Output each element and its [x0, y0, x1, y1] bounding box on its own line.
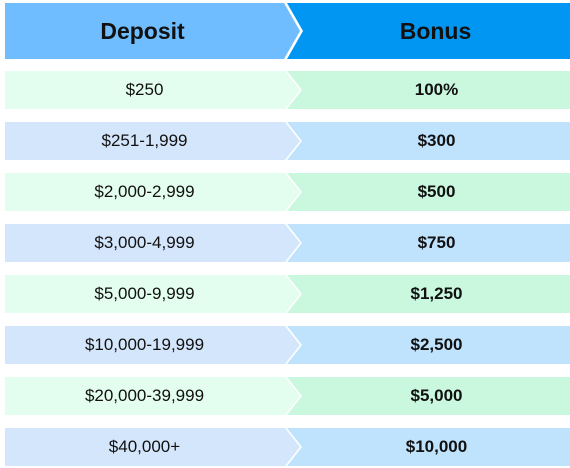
bonus-value: $500 — [417, 182, 456, 201]
bonus-cell: $500 — [287, 173, 570, 211]
bonus-value: $750 — [417, 233, 456, 252]
deposit-value: $5,000-9,999 — [94, 284, 195, 303]
bonus-value: $300 — [417, 131, 456, 150]
deposit-value: $3,000-4,999 — [94, 233, 195, 252]
table-row: $3,000-4,999 $750 — [5, 224, 570, 262]
deposit-cell: $3,000-4,999 — [5, 224, 300, 262]
table-row: $250 100% — [5, 71, 570, 109]
table-row: $20,000-39,999 $5,000 — [5, 377, 570, 415]
header-deposit-label: Deposit — [100, 17, 185, 44]
bonus-cell: $300 — [287, 122, 570, 160]
bonus-cell: $10,000 — [287, 428, 570, 466]
bonus-value: $1,250 — [410, 284, 463, 303]
header-deposit-cell: Deposit — [5, 3, 300, 59]
deposit-cell: $10,000-19,999 — [5, 326, 300, 364]
bonus-cell: $750 — [287, 224, 570, 262]
deposit-cell: $250 — [5, 71, 300, 109]
bonus-value: $2,500 — [410, 335, 463, 354]
deposit-bonus-table: Deposit Bonus $250 100% $251-1,999 $300 … — [5, 0, 570, 466]
table-row: $2,000-2,999 $500 — [5, 173, 570, 211]
table-row: $5,000-9,999 $1,250 — [5, 275, 570, 313]
deposit-cell: $5,000-9,999 — [5, 275, 300, 313]
bonus-cell: $2,500 — [287, 326, 570, 364]
table-row: $251-1,999 $300 — [5, 122, 570, 160]
deposit-value: $10,000-19,999 — [84, 335, 205, 354]
bonus-cell: 100% — [287, 71, 570, 109]
deposit-cell: $2,000-2,999 — [5, 173, 300, 211]
deposit-value: $250 — [125, 80, 164, 99]
deposit-cell: $40,000+ — [5, 428, 300, 466]
table-row: $40,000+ $10,000 — [5, 428, 570, 466]
deposit-value: $251-1,999 — [101, 131, 188, 150]
deposit-value: $40,000+ — [108, 437, 181, 456]
bonus-value: $5,000 — [410, 386, 463, 405]
bonus-cell: $5,000 — [287, 377, 570, 415]
bonus-value: $10,000 — [405, 437, 468, 456]
table-row: $10,000-19,999 $2,500 — [5, 326, 570, 364]
deposit-value: $2,000-2,999 — [94, 182, 195, 201]
deposit-value: $20,000-39,999 — [84, 386, 205, 405]
bonus-value: 100% — [414, 80, 459, 99]
deposit-cell: $251-1,999 — [5, 122, 300, 160]
deposit-cell: $20,000-39,999 — [5, 377, 300, 415]
bonus-cell: $1,250 — [287, 275, 570, 313]
header-bonus-label: Bonus — [399, 17, 472, 44]
table-header: Deposit Bonus — [5, 3, 570, 59]
header-bonus-cell: Bonus — [287, 3, 570, 59]
